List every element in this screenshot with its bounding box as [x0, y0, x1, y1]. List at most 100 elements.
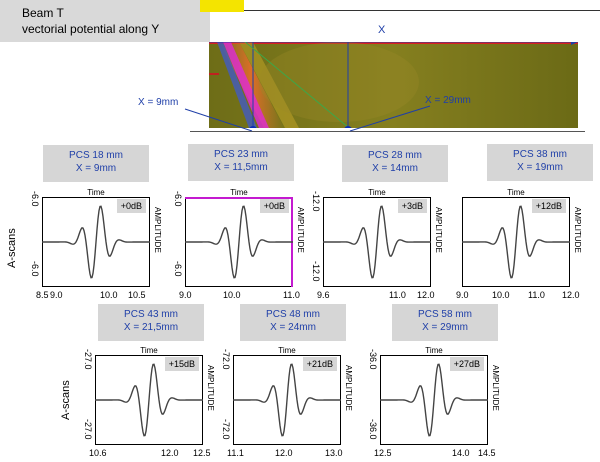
x-tick-label: 9.0	[456, 290, 469, 300]
leader-1	[184, 108, 253, 132]
field-svg	[207, 11, 578, 134]
pcs-box-4: PCS 38 mm X = 19mm	[487, 144, 593, 181]
x-tick-label: 10.0	[223, 290, 241, 300]
pcs-box-1: PCS 18 mm X = 9mm	[43, 145, 149, 182]
probe-label-2: X = 29mm	[425, 95, 471, 106]
amplitude-label: AMPLITUDE	[206, 365, 215, 411]
waveform	[95, 363, 203, 437]
gain-badge: +27dB	[449, 357, 484, 371]
x-tick-label: 8.5	[36, 290, 49, 300]
pcs-x: X = 29mm	[422, 322, 468, 333]
amplitude-label: AMPLITUDE	[153, 207, 162, 253]
field-glow	[259, 42, 419, 122]
pcs-label: PCS 48 mm	[266, 309, 320, 320]
time-label: Time	[368, 188, 386, 197]
pcs-x: X = 21,5mm	[123, 322, 179, 333]
x-tick-label: 10.0	[100, 290, 118, 300]
pcs-label: PCS 58 mm	[418, 309, 472, 320]
y-tick-top: -6.0	[173, 191, 183, 207]
gain-badge: +15dB	[164, 357, 199, 371]
waveform	[42, 205, 150, 279]
pcs-box-6: PCS 48 mm X = 24mm	[240, 304, 346, 341]
yellow-band	[239, 42, 299, 128]
gain-badge: +0dB	[116, 199, 146, 213]
y-tick-bottom: -6.0	[30, 261, 40, 277]
y-tick-top: -27.0	[83, 349, 93, 370]
y-tick-bottom: -12.0	[311, 261, 321, 282]
x-tick-label: 12.0	[275, 448, 293, 458]
x-tick-label: 13.0	[325, 448, 343, 458]
time-label: Time	[230, 188, 248, 197]
pcs-x: X = 19mm	[517, 162, 563, 173]
y-tick-top: -12.0	[311, 191, 321, 212]
a-scans-label-2: A-scans	[60, 380, 72, 420]
time-label: Time	[87, 188, 105, 197]
field-x-label: X	[378, 24, 386, 36]
x-tick-label: 12.0	[417, 290, 435, 300]
x-tick-label: 11.1	[227, 448, 244, 458]
x-tick-label: 12.5	[374, 448, 392, 458]
y-tick-bottom: -27.0	[83, 419, 93, 440]
waveform	[233, 363, 341, 437]
gain-badge: +12dB	[531, 199, 566, 213]
gain-badge: +3dB	[397, 199, 427, 213]
pcs-x: X = 24mm	[270, 322, 316, 333]
a-scans-label-1: A-scans	[6, 228, 18, 268]
amplitude-label: AMPLITUDE	[491, 365, 500, 411]
waveform	[380, 363, 488, 437]
top-divider	[244, 10, 600, 11]
x-tick-label: 11.0	[283, 290, 300, 300]
field-map	[207, 11, 578, 134]
pcs-box-5: PCS 43 mm X = 21,5mm	[98, 304, 204, 341]
gain-badge: +21dB	[302, 357, 337, 371]
waveform	[185, 205, 293, 279]
x-tick-label: 9.6	[317, 290, 330, 300]
title-box: Beam T vectorial potential along Y	[0, 0, 210, 42]
y-tick-bottom: -6.0	[173, 261, 183, 277]
gain-badge: +0dB	[259, 199, 289, 213]
x-tick-label: 11.0	[389, 290, 406, 300]
time-label: Time	[425, 346, 443, 355]
x-tick-label: 12.0	[161, 448, 179, 458]
title-line-2: vectorial potential along Y	[22, 22, 160, 36]
x-tick-label: 10.5	[128, 290, 146, 300]
x-tick-label: 9.0	[179, 290, 192, 300]
pcs-label: PCS 28 mm	[368, 150, 422, 161]
time-label: Time	[507, 188, 525, 197]
x-tick-label: 12.5	[193, 448, 211, 458]
y-tick-bottom: -36.0	[368, 419, 378, 440]
y-tick-bottom: -72.0	[221, 419, 231, 440]
blue-band	[217, 42, 257, 128]
y-tick-top: -6.0	[30, 191, 40, 207]
x-tick-label: 9.0	[50, 290, 63, 300]
time-label: Time	[140, 346, 158, 355]
pcs-x: X = 14mm	[372, 163, 418, 174]
pcs-x: X = 11,5mm	[214, 162, 268, 173]
pcs-label: PCS 38 mm	[513, 149, 567, 160]
x-tick-label: 14.0	[452, 448, 470, 458]
pcs-label: PCS 23 mm	[214, 149, 268, 160]
title-line-1: Beam T	[22, 6, 64, 20]
amplitude-label: AMPLITUDE	[573, 207, 582, 253]
waveform	[323, 205, 431, 279]
x-tick-label: 11.0	[528, 290, 545, 300]
field-top-edge	[209, 42, 578, 44]
pcs-box-3: PCS 28 mm X = 14mm	[342, 145, 448, 182]
x-tick-label: 10.6	[89, 448, 107, 458]
x-tick-label: 14.5	[478, 448, 496, 458]
amplitude-label: AMPLITUDE	[344, 365, 353, 411]
waveform	[462, 205, 570, 279]
pcs-label: PCS 43 mm	[124, 309, 178, 320]
amplitude-label: AMPLITUDE	[434, 207, 443, 253]
y-tick-top: -72.0	[221, 349, 231, 370]
x-tick-label: 12.0	[562, 290, 580, 300]
amplitude-label: AMPLITUDE	[296, 207, 305, 253]
bottom-divider	[190, 131, 585, 132]
time-label: Time	[278, 346, 296, 355]
pcs-label: PCS 18 mm	[69, 150, 123, 161]
yellow-bar	[200, 0, 244, 12]
x-tick-label: 10.0	[492, 290, 510, 300]
pcs-x: X = 9mm	[75, 163, 117, 174]
magenta-band	[223, 42, 269, 128]
